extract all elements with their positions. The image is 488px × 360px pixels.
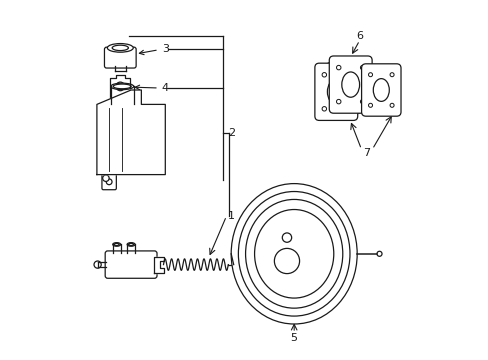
- Circle shape: [116, 82, 124, 91]
- Ellipse shape: [327, 79, 345, 104]
- Circle shape: [360, 99, 364, 104]
- Circle shape: [346, 73, 350, 77]
- Circle shape: [106, 179, 112, 185]
- Circle shape: [102, 175, 109, 181]
- Ellipse shape: [245, 199, 342, 308]
- Ellipse shape: [107, 44, 133, 52]
- FancyBboxPatch shape: [104, 47, 136, 68]
- Text: 1: 1: [228, 211, 235, 221]
- Circle shape: [368, 103, 372, 107]
- Circle shape: [336, 66, 340, 70]
- Circle shape: [94, 261, 101, 268]
- Ellipse shape: [127, 243, 135, 246]
- Ellipse shape: [254, 210, 333, 298]
- Text: 5: 5: [290, 333, 297, 343]
- Text: 2: 2: [228, 128, 235, 138]
- Ellipse shape: [128, 243, 133, 246]
- Ellipse shape: [238, 192, 349, 316]
- Circle shape: [346, 107, 350, 111]
- FancyBboxPatch shape: [314, 63, 357, 120]
- Ellipse shape: [231, 184, 356, 324]
- Ellipse shape: [114, 243, 119, 246]
- Ellipse shape: [113, 243, 121, 246]
- Text: 7: 7: [363, 148, 370, 158]
- FancyBboxPatch shape: [361, 64, 400, 116]
- Circle shape: [389, 73, 393, 77]
- Polygon shape: [154, 257, 163, 273]
- Polygon shape: [97, 90, 165, 175]
- Circle shape: [368, 73, 372, 77]
- Text: 6: 6: [355, 31, 363, 41]
- Circle shape: [282, 233, 291, 242]
- Circle shape: [376, 251, 381, 256]
- Circle shape: [389, 103, 393, 107]
- Ellipse shape: [372, 78, 388, 102]
- Ellipse shape: [341, 72, 359, 97]
- Text: 4: 4: [135, 83, 168, 93]
- Circle shape: [322, 107, 326, 111]
- Ellipse shape: [274, 248, 299, 274]
- Circle shape: [360, 66, 364, 70]
- Ellipse shape: [110, 102, 133, 107]
- FancyBboxPatch shape: [105, 251, 157, 278]
- Circle shape: [322, 73, 326, 77]
- FancyBboxPatch shape: [102, 172, 116, 190]
- Circle shape: [336, 99, 340, 104]
- Ellipse shape: [113, 84, 131, 89]
- Ellipse shape: [110, 83, 133, 90]
- Ellipse shape: [112, 45, 128, 50]
- FancyBboxPatch shape: [328, 56, 371, 113]
- Text: 3: 3: [139, 44, 168, 55]
